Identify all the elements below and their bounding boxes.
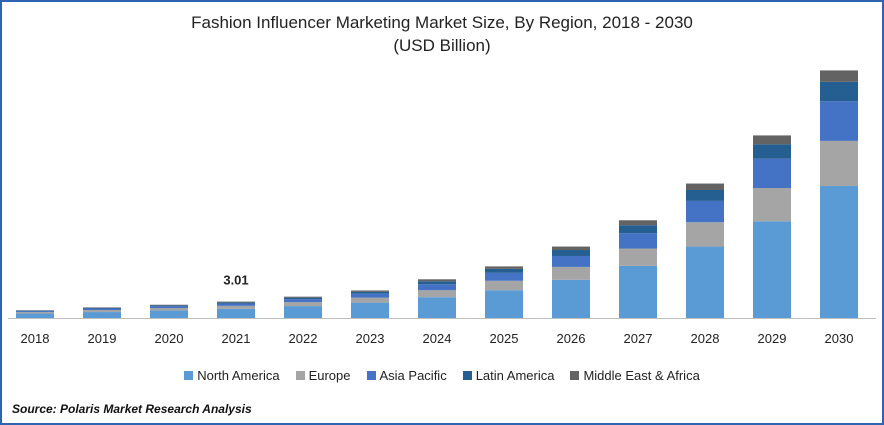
x-tick-label-2020: 2020: [155, 331, 184, 346]
bar-segment-asia-pacific-2021: [217, 303, 255, 306]
legend-item-north-america: North America: [184, 368, 280, 383]
bar-segment-asia-pacific-2026: [552, 255, 590, 267]
source-note: Source: Polaris Market Research Analysis: [12, 402, 252, 416]
x-tick-label-2030: 2030: [825, 331, 854, 346]
x-tick-label-2028: 2028: [691, 331, 720, 346]
bar-segment-north-america-2021: [217, 308, 255, 318]
bar-segment-asia-pacific-2024: [418, 284, 456, 291]
bar-segment-asia-pacific-2029: [753, 158, 791, 189]
bar-segment-latin-america-2020: [150, 305, 188, 307]
bar-segment-europe-2018: [16, 312, 54, 314]
bar-segment-europe-2021: [217, 305, 255, 309]
bar-segment-latin-america-2019: [83, 307, 121, 309]
bar-segment-latin-america-2021: [217, 302, 255, 304]
bar-segment-middle-east-africa-2030: [820, 70, 858, 82]
bar-segment-latin-america-2029: [753, 144, 791, 159]
bar-segment-north-america-2027: [619, 265, 657, 318]
bar-segment-middle-east-africa-2025: [485, 266, 523, 269]
chart-plot: 2018 2019 2020 2021 3.01 2022 2023 2024 2025 2026…: [8, 70, 876, 346]
x-tick-label-2021: 2021: [222, 331, 251, 346]
x-tick-label-2018: 2018: [21, 331, 50, 346]
bar-segment-middle-east-africa-2026: [552, 246, 590, 251]
x-tick-label-2022: 2022: [289, 331, 318, 346]
legend-label-latin-america: Latin America: [475, 368, 555, 383]
legend-item-latin-america: Latin America: [462, 368, 555, 383]
bar-segment-asia-pacific-2020: [150, 306, 188, 309]
bar-segment-europe-2029: [753, 188, 791, 222]
x-tick-label-2023: 2023: [356, 331, 385, 346]
bar-segment-asia-pacific-2019: [83, 308, 121, 311]
bar-segment-europe-2027: [619, 248, 657, 266]
legend-label-asia-pacific: Asia Pacific: [379, 368, 447, 383]
bar-segment-asia-pacific-2025: [485, 272, 523, 281]
x-tick-label-2029: 2029: [758, 331, 787, 346]
bar-segment-europe-2020: [150, 308, 188, 311]
bar-segment-north-america-2019: [83, 312, 121, 318]
bar-segment-north-america-2024: [418, 297, 456, 318]
bar-segment-north-america-2018: [16, 313, 54, 318]
legend-item-europe: Europe: [295, 368, 351, 383]
legend-swatch-middle-east-africa: [570, 371, 580, 380]
bar-segment-europe-2023: [351, 297, 389, 303]
bar-segment-europe-2022: [284, 302, 322, 307]
bar-segment-latin-america-2030: [820, 81, 858, 102]
bar-segment-latin-america-2028: [686, 189, 724, 201]
bar-segment-asia-pacific-2018: [16, 311, 54, 313]
legend-swatch-north-america: [184, 371, 194, 380]
bar-segment-asia-pacific-2022: [284, 299, 322, 303]
bar-segment-asia-pacific-2027: [619, 233, 657, 249]
x-tick-label-2027: 2027: [624, 331, 653, 346]
bar-segment-middle-east-africa-2021: [217, 301, 255, 303]
bar-segment-europe-2024: [418, 290, 456, 298]
bar-segment-middle-east-africa-2023: [351, 290, 389, 292]
bar-segment-asia-pacific-2028: [686, 200, 724, 223]
bar-segment-latin-america-2023: [351, 291, 389, 294]
bar-segment-middle-east-africa-2029: [753, 135, 791, 145]
bar-segment-europe-2030: [820, 140, 858, 187]
bar-segment-north-america-2028: [686, 246, 724, 318]
bar-segment-north-america-2020: [150, 310, 188, 318]
legend-item-middle-east-africa: Middle East & Africa: [570, 368, 700, 383]
bar-segment-north-america-2022: [284, 306, 322, 318]
bar-segment-europe-2025: [485, 280, 523, 291]
legend-swatch-europe: [295, 371, 305, 380]
bar-segment-middle-east-africa-2024: [418, 279, 456, 282]
bar-segment-north-america-2026: [552, 279, 590, 318]
bar-segment-middle-east-africa-2020: [150, 304, 188, 306]
chart-legend: North America Europe Asia Pacific Latin Ame…: [0, 368, 884, 383]
x-tick-label-2025: 2025: [490, 331, 519, 346]
x-tick-label-2024: 2024: [423, 331, 452, 346]
legend-item-asia-pacific: Asia Pacific: [366, 368, 447, 383]
bar-segment-europe-2028: [686, 222, 724, 247]
data-label-2021: 3.01: [223, 273, 248, 288]
bar-segment-asia-pacific-2023: [351, 293, 389, 298]
bar-segment-europe-2026: [552, 266, 590, 280]
legend-label-north-america: North America: [197, 368, 280, 383]
bar-segment-latin-america-2025: [485, 268, 523, 273]
x-tick-label-2019: 2019: [88, 331, 117, 346]
legend-label-europe: Europe: [308, 368, 351, 383]
bar-segment-asia-pacific-2030: [820, 101, 858, 141]
bar-segment-latin-america-2026: [552, 250, 590, 256]
bar-segment-north-america-2029: [753, 221, 791, 318]
legend-swatch-asia-pacific: [366, 371, 376, 380]
legend-swatch-latin-america: [462, 371, 472, 380]
bar-segment-middle-east-africa-2022: [284, 296, 322, 298]
bar-segment-europe-2019: [83, 310, 121, 313]
bar-segment-north-america-2030: [820, 186, 858, 318]
bar-segment-middle-east-africa-2028: [686, 183, 724, 190]
chart-title: Fashion Influencer Marketing Market Size…: [191, 13, 693, 32]
x-tick-label-2026: 2026: [557, 331, 586, 346]
bar-segment-north-america-2025: [485, 290, 523, 318]
legend-label-middle-east-africa: Middle East & Africa: [583, 368, 700, 383]
bar-segment-middle-east-africa-2027: [619, 220, 657, 226]
chart-subtitle: (USD Billion): [393, 36, 491, 55]
bar-segment-north-america-2023: [351, 302, 389, 318]
bar-segment-latin-america-2022: [284, 297, 322, 300]
bar-segment-latin-america-2027: [619, 225, 657, 234]
bar-segment-latin-america-2024: [418, 281, 456, 285]
